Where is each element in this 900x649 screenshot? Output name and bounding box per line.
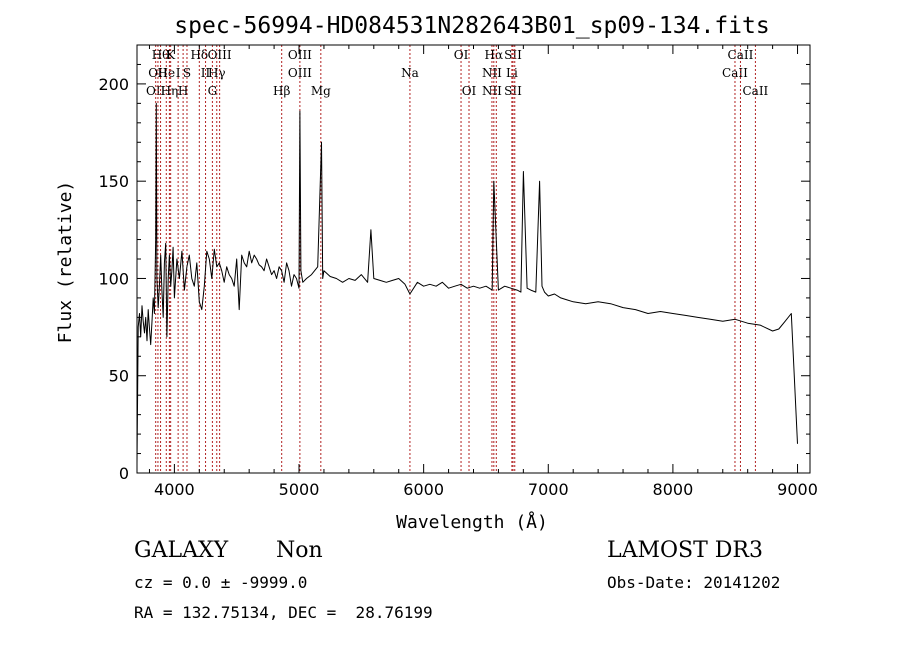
x-tick-label-4: 8000 xyxy=(653,480,694,499)
x-tick-label-0: 4000 xyxy=(154,480,195,499)
line-label-2-0: Hθ xyxy=(152,48,170,62)
series-line-0 xyxy=(136,102,798,464)
line-label-8-0: S xyxy=(183,66,191,80)
line-label-13-0: OIII xyxy=(208,48,232,62)
line-label-14-0: Hβ xyxy=(273,84,290,98)
object-subclass: Non xyxy=(276,538,323,563)
line-label-21-0: Hα xyxy=(485,48,504,62)
redshift-readout: cz = 0.0 ± -9999.0 xyxy=(134,573,308,592)
line-label-17-0: Na xyxy=(401,66,419,80)
line-label-15-0: OIII xyxy=(288,48,312,62)
line-label-18-0: OI xyxy=(454,48,469,62)
ticks-layer: 4000 5000 6000 7000 8000 9000 0 50 100 150 200 xyxy=(98,45,818,499)
y-axis-label: Flux (relative) xyxy=(55,181,76,344)
x-tick-label-5: 9000 xyxy=(777,480,818,499)
line-label-28-0: CaII xyxy=(742,84,768,98)
line-label-7-0: H xyxy=(178,84,188,98)
obs-date: Obs-Date: 20141202 xyxy=(607,573,781,592)
line-label-9-0: Hδ xyxy=(190,48,208,62)
line-label-3-0: He xyxy=(157,66,175,80)
y-tick-label-3: 150 xyxy=(98,172,129,191)
plot-frame xyxy=(136,44,811,474)
line-label-1-0: OII xyxy=(148,66,168,80)
line-label-16-0: Mg xyxy=(311,84,331,98)
line-label-5-0: K xyxy=(166,48,176,62)
line-label-24-0: SII xyxy=(504,48,522,62)
emission-lines-layer: OIIOIIHθHeHηKIHSHδIIGHγOIIIHβOIIIOIIIMgN… xyxy=(146,45,769,473)
line-label-26-0: CaII xyxy=(722,66,748,80)
line-label-27-0: CaII xyxy=(728,48,754,62)
line-label-23-0: Li xyxy=(506,66,518,80)
x-axis-label: Wavelength (Å) xyxy=(396,511,548,533)
coordinates: RA = 132.75134, DEC = 28.76199 xyxy=(134,603,433,622)
y-tick-label-2: 100 xyxy=(98,269,129,288)
line-label-10-0: II xyxy=(201,66,211,80)
x-tick-label-2: 6000 xyxy=(403,480,444,499)
line-label-4-0: Hη xyxy=(161,84,179,98)
y-tick-label-4: 200 xyxy=(98,75,129,94)
object-class: GALAXY xyxy=(134,538,229,563)
y-tick-label-1: 50 xyxy=(109,367,129,386)
line-label-19-0: OI xyxy=(462,84,477,98)
x-tick-label-1: 5000 xyxy=(279,480,320,499)
line-label-6-0: I xyxy=(176,66,181,80)
y-tick-label-0: 0 xyxy=(119,464,129,483)
line-label-12-0: Hγ xyxy=(208,66,226,80)
x-tick-label-3: 7000 xyxy=(528,480,569,499)
chart-title: spec-56994-HD084531N282643B01_sp09-134.f… xyxy=(174,13,769,39)
line-label-20-1: NII xyxy=(482,84,502,98)
series-layer xyxy=(136,102,798,464)
line-label-15-1: OIII xyxy=(288,66,312,80)
line-label-24-1: SII xyxy=(504,84,522,98)
survey-name: LAMOST DR3 xyxy=(607,538,763,563)
line-label-20-0: NII xyxy=(482,66,502,80)
line-label-11-0: G xyxy=(208,84,218,98)
